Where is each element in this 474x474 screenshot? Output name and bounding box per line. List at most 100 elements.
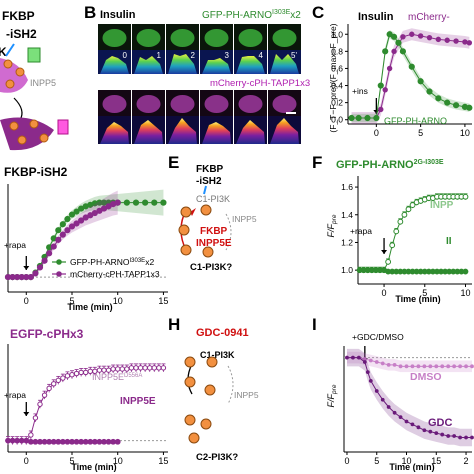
- x-tick-label: 15: [431, 456, 441, 466]
- data-point: [132, 199, 140, 206]
- y-tick-label: 1.0: [331, 29, 343, 39]
- panel-e-bottom: C1-PI3K?: [190, 262, 232, 273]
- panel-a-cell-bottom: [0, 117, 54, 151]
- data-point: [458, 364, 462, 369]
- chart-g: 0 5 10 15: [5, 344, 168, 466]
- chart-c: 0 5 10 0.0 0.2 0.4 0.6 0.8 1.0: [331, 24, 473, 138]
- data-point: [444, 99, 451, 106]
- chart-d: 0 5 10 15: [4, 184, 168, 306]
- x-tick-label: 15: [158, 296, 168, 306]
- data-point: [401, 211, 408, 218]
- green-cell: [204, 29, 229, 47]
- x-tick-label: 0: [382, 288, 387, 298]
- data-point: [422, 428, 427, 433]
- frame-label: 0: [123, 51, 128, 60]
- panel-f-ylabel: F/Fpre: [326, 214, 338, 237]
- event-arrowhead: [373, 110, 380, 114]
- event-arrowhead: [23, 266, 30, 270]
- x-tick-label: 0: [24, 456, 29, 466]
- data-point: [444, 37, 450, 43]
- green-cell: [136, 29, 161, 47]
- y-tick-label: 0.0: [331, 115, 343, 125]
- data-point: [440, 364, 445, 369]
- green-cell: [170, 29, 195, 47]
- green-cell: [272, 29, 297, 47]
- x-tick-label: 10: [113, 456, 123, 466]
- panel-d-title: FKBP-iSH2: [4, 165, 68, 179]
- data-point: [393, 228, 400, 235]
- data-point: [386, 362, 391, 367]
- chart-f: 0 5 10 1.0 1.2 1.4 1.6: [341, 176, 472, 298]
- data-point: [398, 364, 403, 369]
- data-point: [398, 415, 403, 420]
- data-point: [389, 242, 396, 249]
- data-point: [385, 258, 392, 265]
- data-point: [73, 370, 80, 377]
- data-point: [458, 435, 462, 440]
- y-tick-label: 0.6: [331, 63, 343, 73]
- data-point: [452, 434, 457, 438]
- data-point: [426, 34, 433, 41]
- panel-c-magenta-label: mCherry-: [408, 12, 450, 23]
- legend-d-green: GFP-PH-ARNOI303Ex2: [70, 257, 154, 267]
- data-point: [374, 360, 379, 364]
- panel-h-drug: GDC-0941: [196, 327, 249, 339]
- green-heat-surface: [100, 56, 129, 74]
- data-point: [36, 264, 44, 271]
- panel-e-c1: C1-PI3K: [196, 194, 230, 204]
- x-tick-label: 10: [113, 296, 123, 306]
- data-point: [446, 364, 451, 369]
- data-point: [355, 114, 362, 122]
- data-point: [32, 415, 39, 421]
- panel-a-cell-top: [0, 58, 28, 93]
- data-point: [78, 369, 84, 376]
- panel-h: H GDC-0941 C1-PI3K INPP5 C2-PI3K?: [168, 315, 259, 463]
- panel-h-c1: C1-PI3K: [200, 350, 235, 360]
- data-point: [365, 370, 370, 375]
- panel-f-annotation: +rapa: [350, 226, 372, 236]
- panel-b-frame-labels: 0 1 2 3 4 5': [123, 51, 298, 60]
- data-point: [391, 48, 397, 55]
- data-point: [386, 31, 393, 38]
- y-tick-label: 1.4: [341, 210, 353, 220]
- panel-c-ylabel: (F_T−F_pre)/(F_max−F_pre): [328, 23, 338, 132]
- data-point: [51, 381, 57, 387]
- panel-a: FKBP -iSH2 K INPP5: [0, 9, 69, 151]
- data-point: [128, 365, 135, 371]
- data-point: [160, 199, 167, 206]
- data-point: [356, 355, 361, 360]
- data-point: [428, 429, 433, 434]
- panel-i-dmso: DMSO: [410, 371, 442, 383]
- data-point: [142, 365, 148, 371]
- data-point: [114, 199, 121, 206]
- event-arrowhead: [23, 412, 30, 416]
- y-tick-label: 1.6: [341, 182, 353, 192]
- panel-b-magenta-label: mCherry-cPH-TAPP1x3: [210, 78, 310, 89]
- magenta-heat-surface: [270, 118, 299, 144]
- x-tick-label: 10: [460, 128, 470, 138]
- data-point: [470, 364, 474, 369]
- magenta-heat-surface: [202, 122, 231, 144]
- panel-b-green-row: [98, 24, 301, 50]
- data-point: [37, 401, 43, 407]
- data-point: [32, 270, 39, 277]
- data-point: [68, 223, 76, 230]
- data-point: [416, 425, 421, 430]
- magenta-cell: [272, 95, 297, 113]
- data-point: [422, 364, 427, 369]
- panel-d-xlabel: Time (min): [67, 302, 112, 312]
- data-point: [27, 274, 34, 281]
- panel-c: C Insulin mCherry- 0 5 10 0.0 0.2 0.4 0.6 0.8 1.…: [312, 3, 473, 138]
- magenta-cell: [136, 95, 161, 113]
- data-point: [73, 208, 80, 215]
- panel-a-green-box: [27, 47, 41, 63]
- data-point: [348, 114, 355, 122]
- panel-b-letter: B: [84, 3, 96, 22]
- data-point: [73, 220, 80, 227]
- magenta-cell: [102, 95, 127, 113]
- data-point: [64, 215, 71, 223]
- data-point: [390, 33, 398, 40]
- data-point: [137, 365, 144, 371]
- data-point: [23, 437, 30, 444]
- panel-i-annotation: +GDC/DMSO: [352, 332, 404, 342]
